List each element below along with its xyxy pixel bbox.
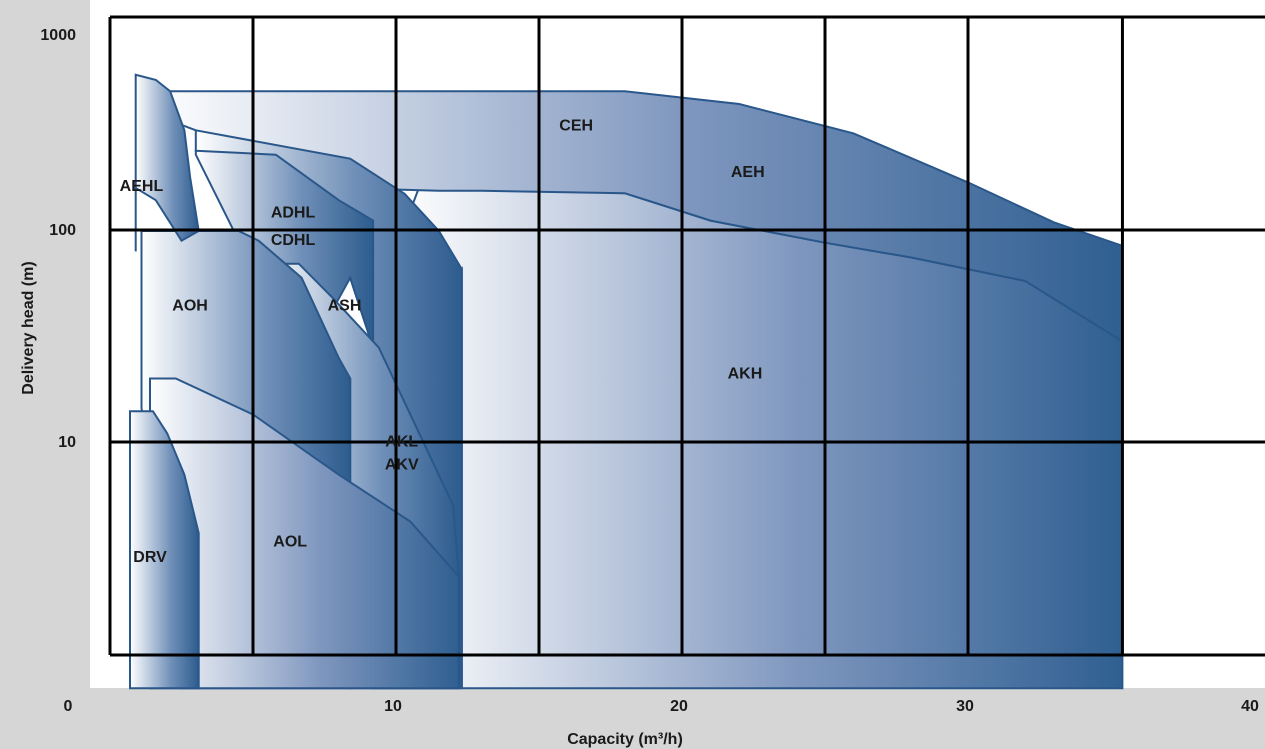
region-aol — [149, 377, 460, 690]
label-ceh: CEH — [559, 117, 593, 134]
label-cdhl: CDHL — [271, 232, 316, 249]
y-axis-title: Delivery head (m) — [20, 261, 37, 394]
label-akv: AKV — [385, 457, 419, 474]
label-ash: ASH — [328, 297, 362, 314]
grid-layer — [108, 15, 1265, 657]
label-akl: AKL — [385, 434, 418, 451]
y-tick-label: 1000 — [40, 27, 76, 44]
label-aeh: AEH — [731, 164, 765, 181]
label-drv: DRV — [133, 549, 167, 566]
label-aoh: AOH — [172, 297, 208, 314]
areas-layer — [129, 73, 1124, 690]
x-tick-label: 30 — [956, 698, 974, 715]
label-adhl: ADHL — [271, 204, 316, 221]
region-drv — [129, 410, 200, 690]
x-axis-title: Capacity (m³/h) — [567, 731, 683, 748]
x-tick-label: 40 — [1241, 698, 1259, 715]
label-aehl: AEHL — [120, 178, 164, 195]
x-tick-label: 0 — [64, 698, 73, 715]
label-akh: AKH — [728, 365, 763, 382]
label-aol: AOL — [273, 533, 307, 550]
y-tick-label: 10 — [58, 434, 76, 451]
labels-layer: AKH AEH CEH ASH ADHL CDHL AKL AKV AOH AOL AEHL DRV — [120, 117, 765, 566]
region-aehl — [134, 73, 200, 252]
x-tick-label: 20 — [670, 698, 688, 715]
y-tick-label: 100 — [49, 222, 76, 239]
ticks-layer: 0 10 20 30 40 10 100 1000 — [40, 27, 1259, 715]
x-tick-label: 10 — [384, 698, 402, 715]
